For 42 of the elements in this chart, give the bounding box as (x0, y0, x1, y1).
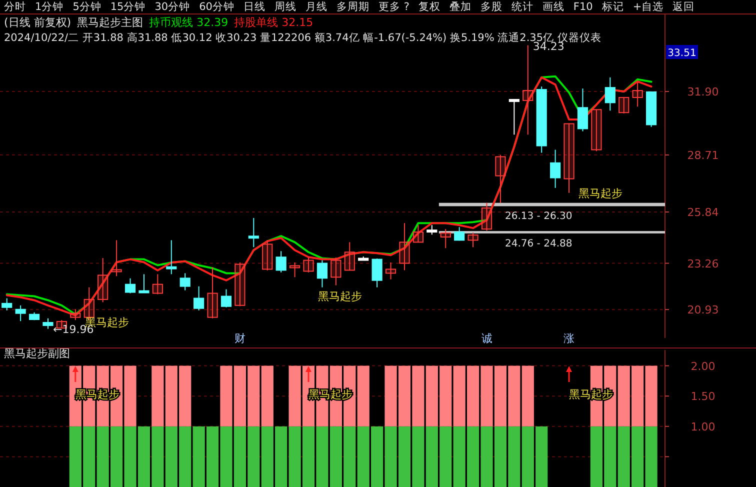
text: 叠加 (449, 0, 472, 13)
text: 1分钟 (35, 1, 64, 13)
y-tick-label: 23.26 (687, 257, 719, 270)
text: 30分钟 (154, 1, 190, 13)
text: 持股单线 32.15 (234, 16, 314, 29)
y-tick-label: 31.90 (687, 86, 719, 99)
text: 多股 (480, 1, 502, 13)
annotation: 诚 (481, 332, 492, 345)
annotation: 涨 (564, 332, 575, 345)
text: 60分钟 (199, 1, 234, 13)
text: 返回 (672, 0, 695, 13)
y-tick-label: 1.50 (690, 390, 716, 404)
text: 日线 (244, 0, 266, 13)
chart-title: 黑马起步副图 (4, 347, 70, 360)
chart-title: (日线 前复权) (4, 16, 72, 29)
text: 33.51 (668, 48, 696, 59)
y-tick-label: 20.93 (687, 304, 719, 317)
text: 周线 (274, 0, 296, 13)
text: F10 (573, 1, 593, 13)
legend-title: 黑马起步主图 (77, 16, 144, 29)
text: 15分钟 (110, 1, 146, 13)
text: 多周期 (336, 1, 370, 13)
band-label: 24.76 - 24.88 (505, 238, 572, 250)
text: 复权 (418, 1, 440, 13)
text: 更多 ? (378, 1, 410, 13)
y-tick-label: 25.84 (687, 206, 719, 219)
text: 统计 (511, 0, 534, 13)
band-label: 26.13 - 26.30 (505, 211, 572, 222)
text: 标记 (600, 1, 624, 13)
text: 画线 (542, 0, 564, 13)
text: 持币观线 32.39 (149, 16, 228, 29)
y-tick-label: 1.00 (690, 420, 716, 434)
y-tick-label: 28.71 (687, 148, 719, 162)
annotation: 黑马起步 (318, 290, 362, 303)
y-tick-label: 2.00 (690, 360, 716, 373)
text: 分时 (4, 0, 26, 13)
text: 月线 (306, 0, 328, 13)
annotation: 34.23 (532, 40, 564, 53)
text: 5分钟 (72, 1, 102, 13)
text: +自选 (632, 0, 664, 13)
annotation: 财 (234, 332, 246, 345)
annotation: 黑马起步 (578, 187, 623, 200)
